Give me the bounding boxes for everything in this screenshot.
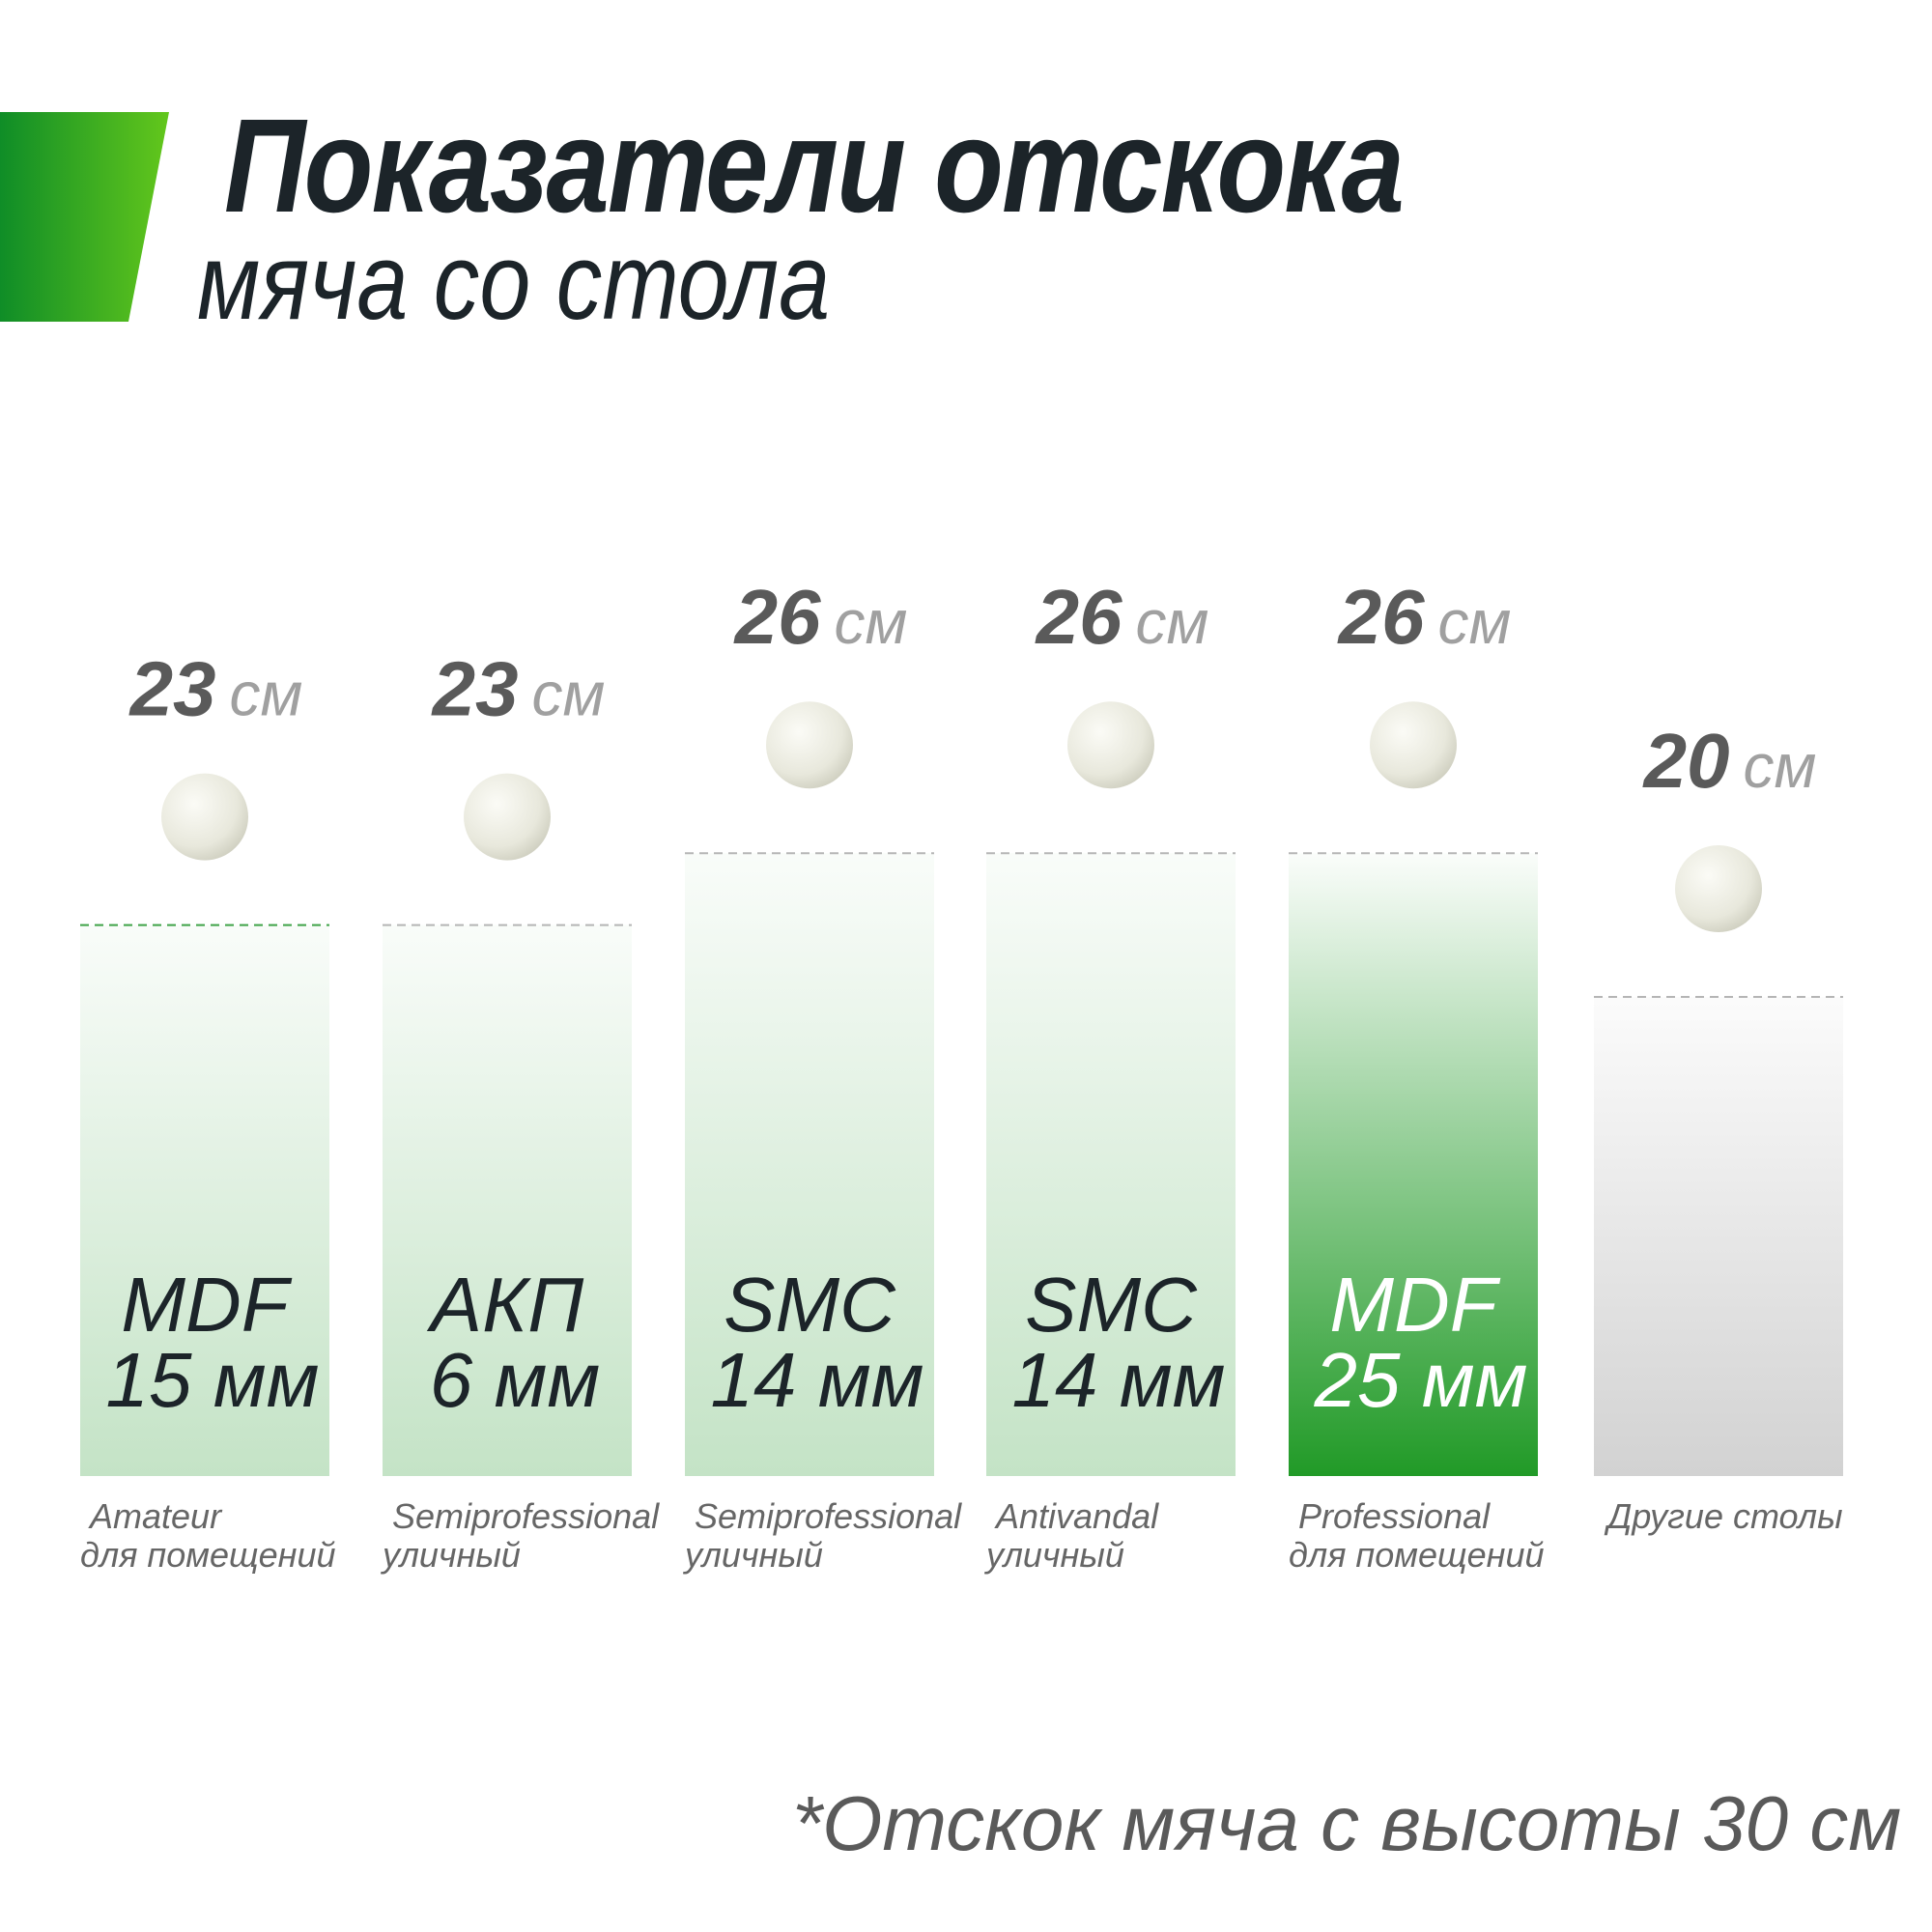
- thickness-label-2: 14 мм: [711, 1337, 924, 1423]
- bar-0: [80, 924, 329, 1476]
- value-unit-1: см: [532, 660, 606, 729]
- value-number-2: 26: [733, 574, 821, 660]
- caption-line2-3: уличный: [983, 1535, 1124, 1575]
- material-label-3: SMC: [1025, 1262, 1198, 1348]
- caption-line1-0: Amateur: [88, 1496, 223, 1536]
- ball-2: [766, 701, 853, 789]
- caption-line1-2: Semiprofessional: [695, 1496, 962, 1536]
- material-label-2: SMC: [724, 1262, 896, 1348]
- value-label-4: 26 см: [1337, 574, 1512, 660]
- caption-line2-2: уличный: [682, 1535, 823, 1575]
- value-label-0: 23 см: [128, 646, 303, 732]
- value-label-5: 20 см: [1642, 718, 1817, 804]
- bar-4: [1289, 853, 1538, 1476]
- footnote: *Отскок мяча с высоты 30 см: [792, 1780, 1902, 1866]
- material-label-0: MDF: [121, 1262, 292, 1348]
- value-unit-2: см: [835, 587, 908, 657]
- bar-5: [1594, 997, 1843, 1476]
- thickness-label-3: 14 мм: [1012, 1337, 1226, 1423]
- caption-line2-0: для помещений: [80, 1535, 335, 1575]
- chart-title: Показатели отскока: [224, 92, 1405, 241]
- thickness-label-1: 6 мм: [430, 1337, 600, 1423]
- material-label-4: MDF: [1329, 1262, 1500, 1348]
- caption-line1-3: Antivandal: [994, 1496, 1159, 1536]
- ball-5: [1675, 845, 1762, 932]
- value-unit-0: см: [230, 660, 303, 729]
- ball-1: [464, 773, 551, 861]
- ball-4: [1370, 701, 1457, 789]
- bar-3: [986, 853, 1236, 1476]
- value-label-2: 26 см: [733, 574, 908, 660]
- caption-line1-4: Professional: [1298, 1496, 1491, 1536]
- caption-line2-1: уличный: [380, 1535, 521, 1575]
- value-unit-5: см: [1744, 731, 1817, 801]
- value-unit-3: см: [1136, 587, 1209, 657]
- caption-line2-4: для помещений: [1289, 1535, 1544, 1575]
- caption-line1-5: Другие столы: [1604, 1496, 1843, 1536]
- value-number-1: 23: [431, 646, 519, 732]
- thickness-label-0: 15 мм: [106, 1337, 320, 1423]
- value-label-1: 23 см: [431, 646, 606, 732]
- caption-line1-1: Semiprofessional: [392, 1496, 660, 1536]
- value-number-5: 20: [1642, 718, 1730, 804]
- bar-2: [685, 853, 934, 1476]
- bar-1: [383, 924, 632, 1476]
- value-unit-4: см: [1438, 587, 1512, 657]
- value-number-0: 23: [128, 646, 216, 732]
- value-number-3: 26: [1035, 574, 1122, 660]
- thickness-label-4: 25 мм: [1314, 1337, 1528, 1423]
- value-number-4: 26: [1337, 574, 1425, 660]
- ball-0: [161, 773, 248, 861]
- chart-subtitle: мяча со стола: [197, 221, 831, 342]
- material-label-1: АКП: [427, 1262, 585, 1348]
- value-label-3: 26 см: [1035, 574, 1209, 660]
- ball-3: [1067, 701, 1154, 789]
